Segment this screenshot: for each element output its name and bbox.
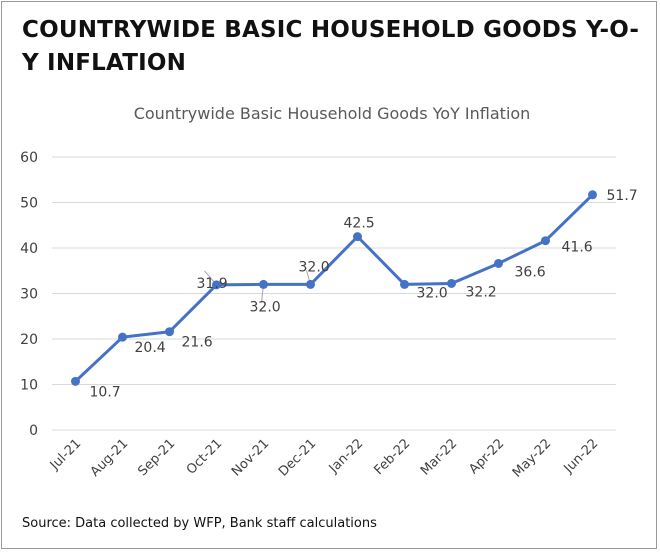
data-point: [588, 190, 597, 200]
y-tick-label: 50: [20, 196, 38, 212]
data-point: [118, 332, 127, 342]
data-label: 32.0: [250, 299, 281, 315]
source-note: Source: Data collected by WFP, Bank staf…: [22, 516, 377, 531]
page-heading: COUNTRYWIDE BASIC HOUSEHOLD GOODS Y-O-Y …: [22, 17, 640, 76]
data-label: 42.5: [344, 216, 375, 232]
y-tick-label: 30: [20, 287, 38, 303]
data-point: [306, 279, 315, 289]
y-tick-label: 0: [29, 423, 38, 439]
x-tick-label: Aug-21: [88, 436, 132, 480]
y-tick-label: 40: [20, 241, 38, 257]
data-point: [541, 236, 550, 246]
x-tick-label: Jun-22: [561, 436, 602, 477]
series-line: [74, 193, 594, 383]
data-label: 20.4: [135, 340, 166, 356]
data-point: [494, 258, 503, 268]
data-label: 32.0: [417, 285, 448, 301]
data-point: [259, 279, 268, 289]
x-tick-label: Mar-22: [418, 436, 460, 478]
data-label: 41.6: [562, 240, 593, 256]
data-point: [212, 280, 221, 290]
x-tick-label: May-22: [510, 436, 554, 480]
data-label: 36.6: [515, 264, 546, 280]
chart-title: Countrywide Basic Household Goods YoY In…: [133, 104, 531, 123]
data-point: [400, 279, 409, 289]
x-tick-label: Dec-21: [276, 436, 319, 479]
x-tick-label: Feb-22: [371, 436, 413, 478]
y-tick-label: 60: [20, 150, 38, 166]
data-label: 32.0: [299, 259, 330, 275]
y-tick-label: 10: [20, 378, 38, 394]
data-point: [353, 232, 362, 242]
data-point: [165, 327, 174, 337]
y-tick-label: 20: [20, 332, 38, 348]
x-tick-label: Oct-21: [184, 436, 226, 478]
data-point: [71, 376, 80, 386]
data-label: 21.6: [182, 335, 213, 351]
x-tick-label: Nov-21: [229, 436, 272, 479]
data-label: 32.2: [466, 284, 497, 300]
data-label: 31.9: [197, 276, 228, 292]
x-tick-label: Jan-22: [326, 436, 367, 477]
data-label: 51.7: [607, 188, 638, 204]
data-point: [447, 278, 456, 288]
x-tick-label: Sep-21: [135, 436, 178, 479]
x-tick-label: Apr-22: [466, 436, 507, 477]
data-label: 10.7: [90, 384, 121, 400]
x-tick-label: Jul-21: [47, 436, 84, 473]
